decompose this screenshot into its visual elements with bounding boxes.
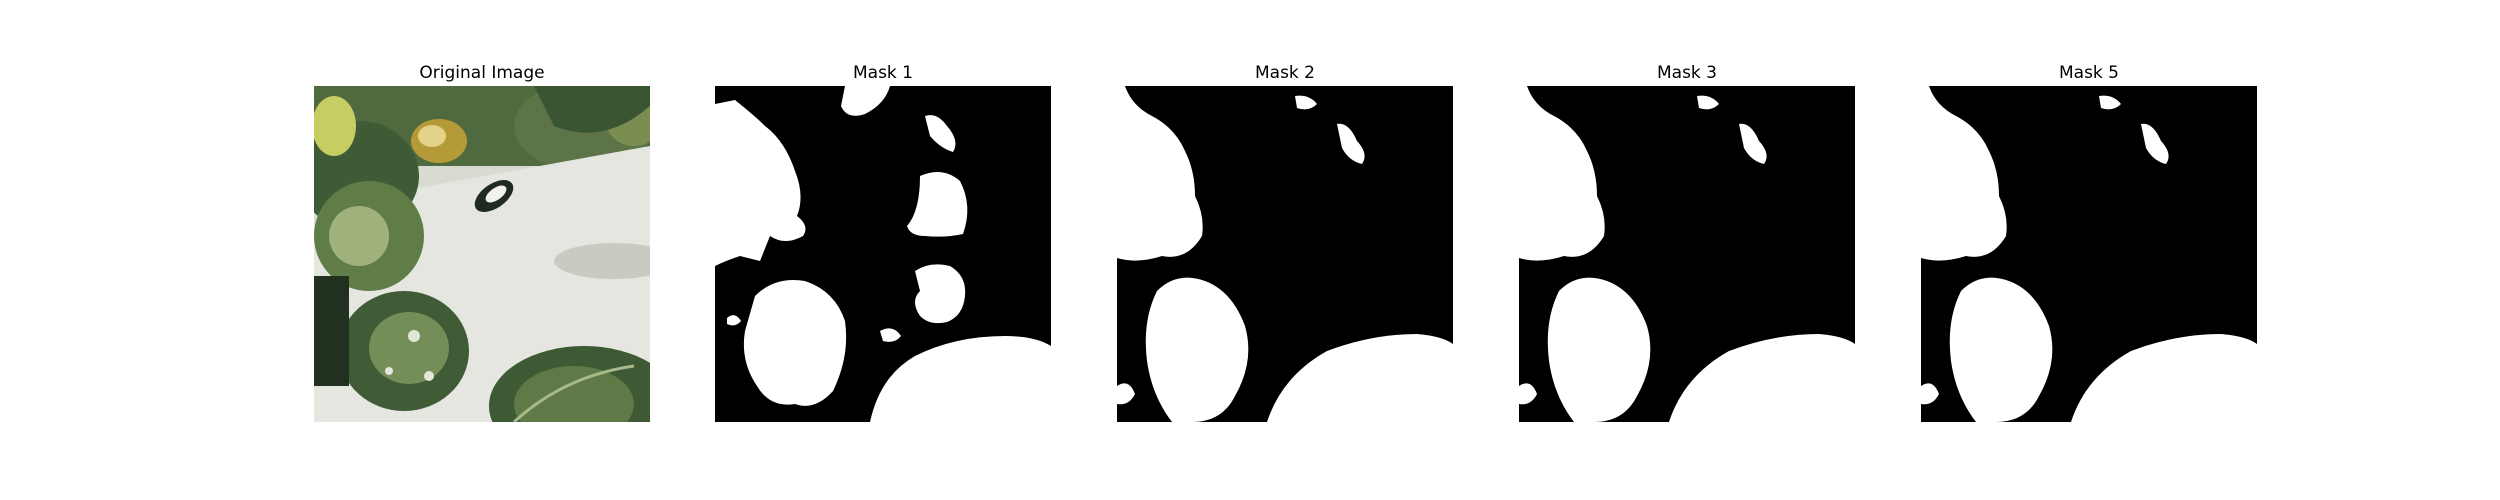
panel-mask-3: Mask 3 <box>1519 62 1855 422</box>
panel-mask-2: Mask 2 <box>1117 62 1453 422</box>
mask-5-image <box>1921 86 2257 422</box>
original-image <box>314 86 650 422</box>
panel-title: Mask 5 <box>2058 63 2119 83</box>
panel-title: Original Image <box>419 63 545 83</box>
panel-mask-5: Mask 5 <box>1921 62 2257 422</box>
mask-2-image <box>1117 86 1453 422</box>
panel-title: Mask 2 <box>1254 63 1315 83</box>
mask-image <box>1921 86 2257 422</box>
panel-title: Mask 3 <box>1656 63 1717 83</box>
mask-3-image <box>1519 86 1855 422</box>
mask-image <box>1519 86 1855 422</box>
panel-title: Mask 1 <box>852 63 913 83</box>
plant-photo <box>314 86 650 422</box>
mask-image <box>1117 86 1453 422</box>
panel-mask-1: Mask 1 <box>715 62 1051 422</box>
panel-original-image: Original Image <box>314 62 650 422</box>
mask-1-image <box>715 86 1051 422</box>
mask-image <box>715 86 1051 422</box>
